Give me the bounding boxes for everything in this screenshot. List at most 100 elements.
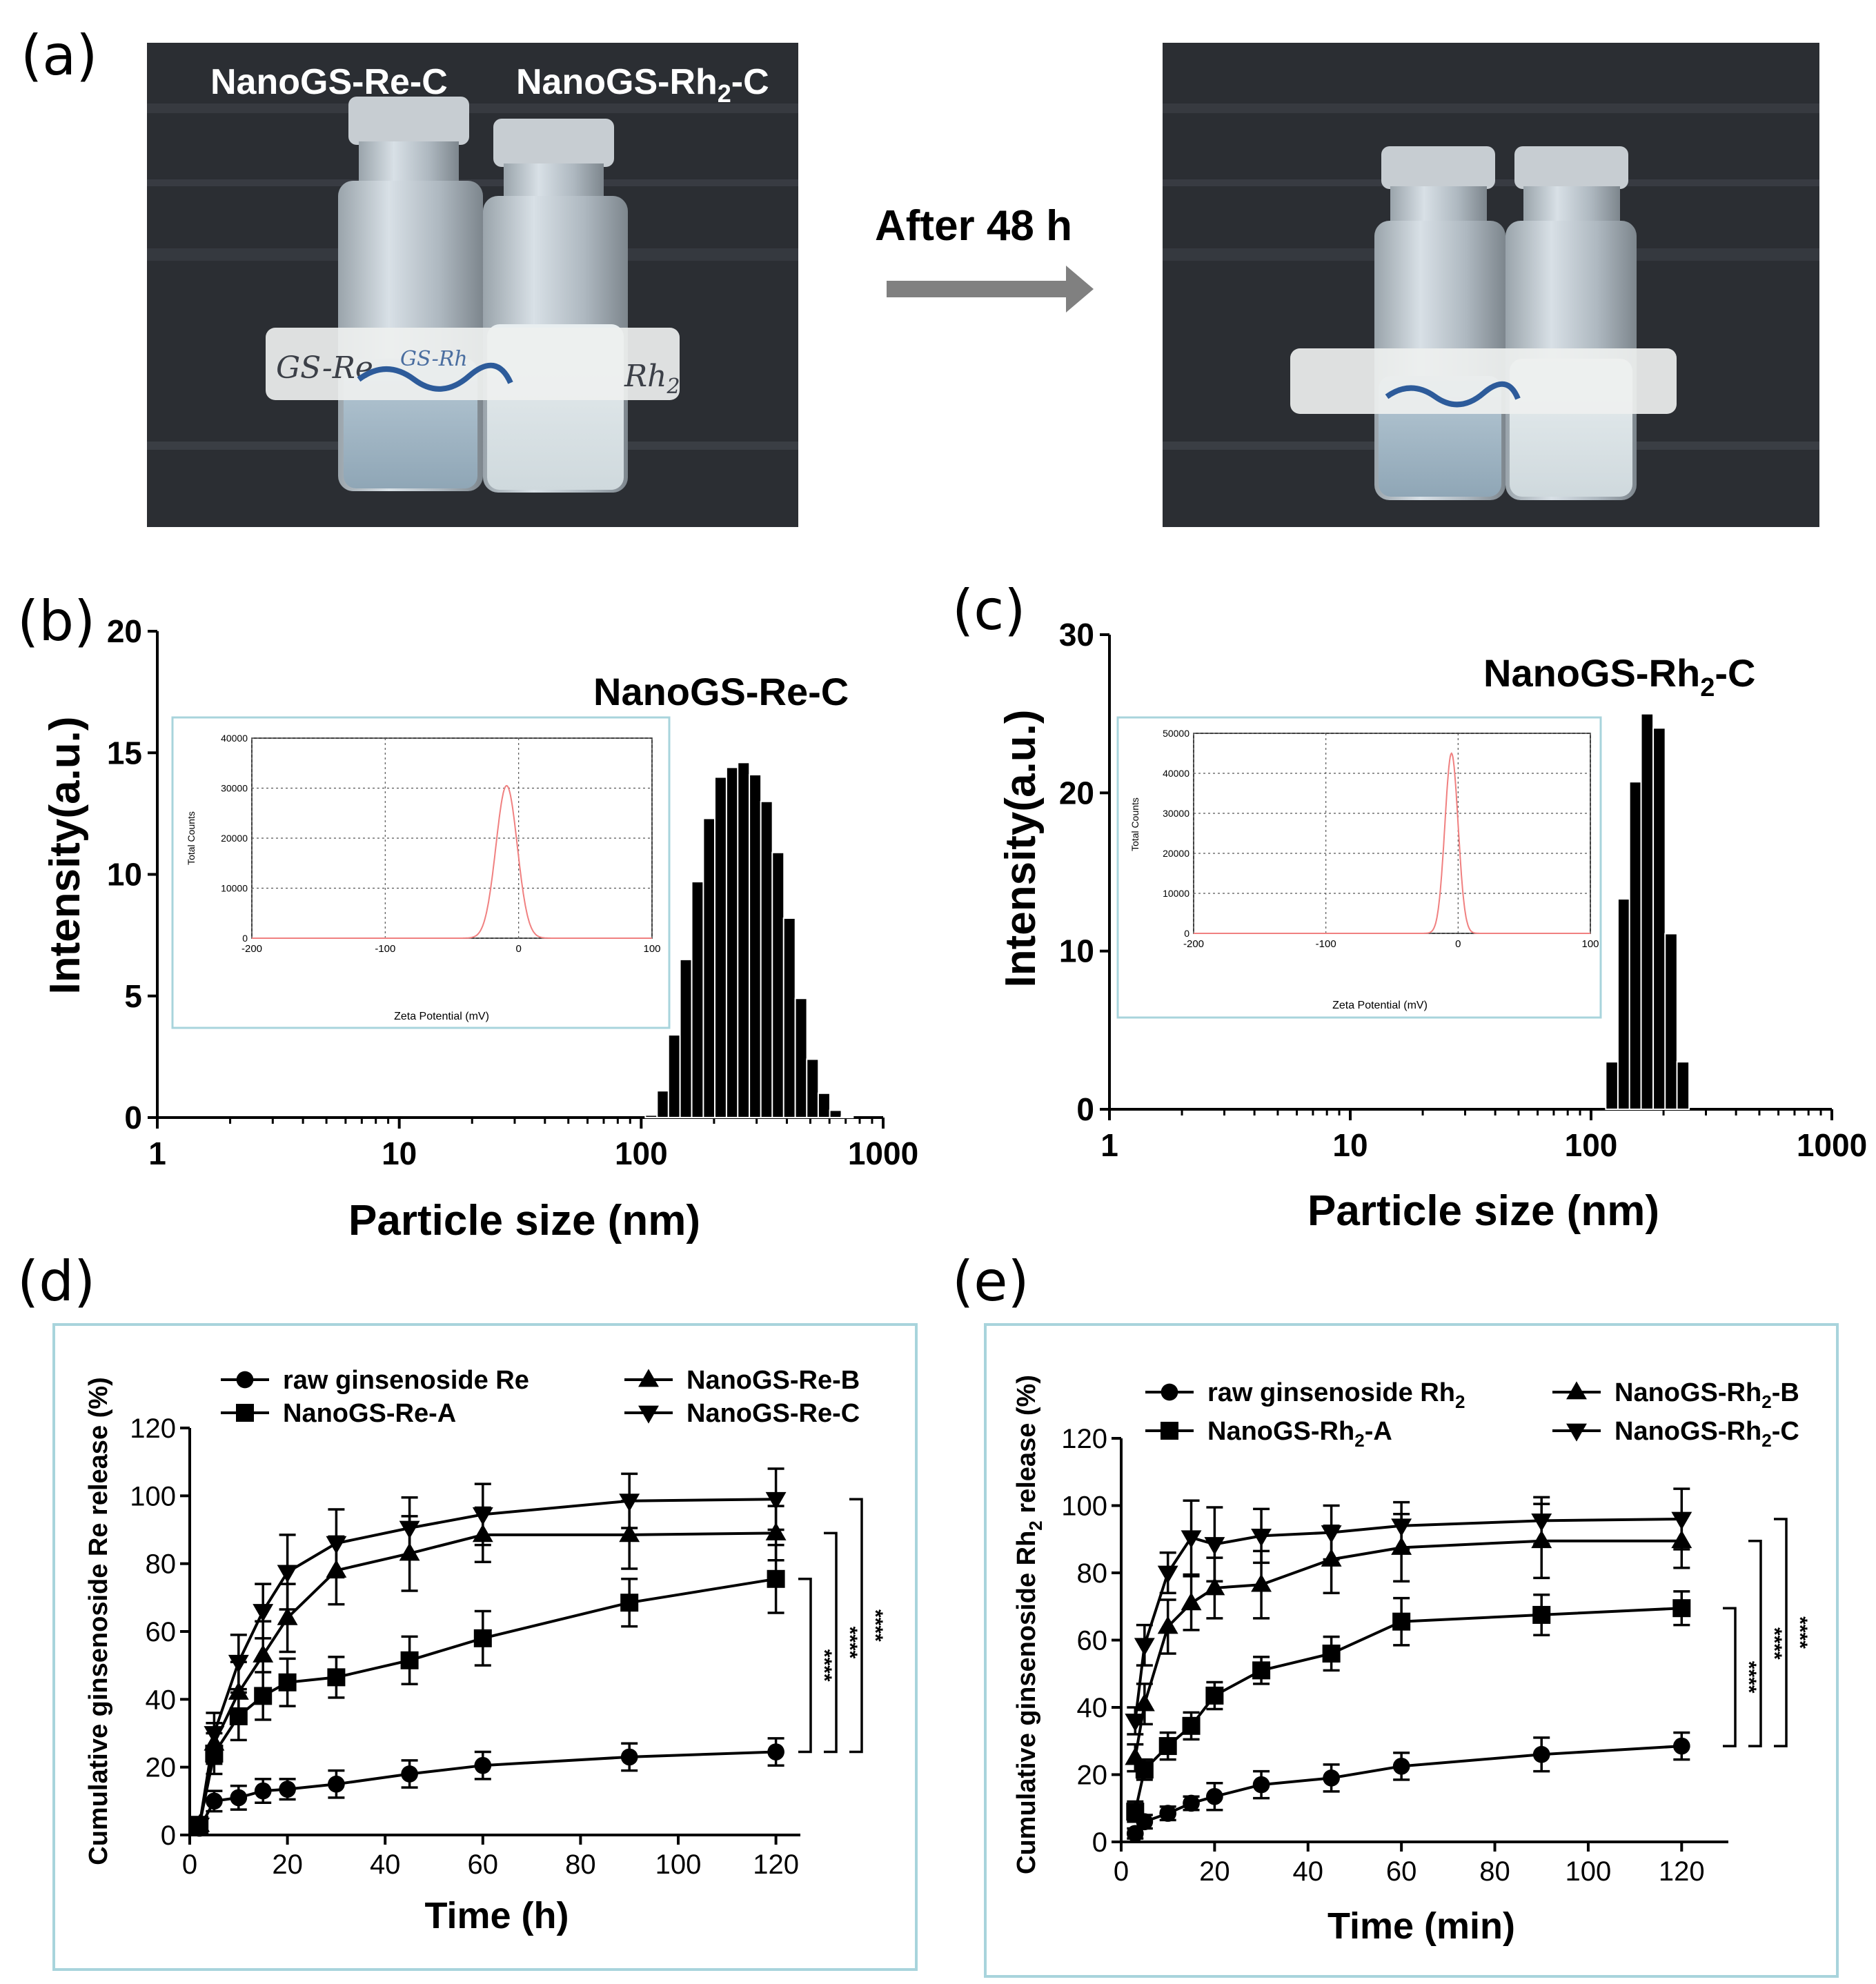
series-1 [1126, 1590, 1691, 1823]
chart-c-ylabel: Intensity(a.u.) [997, 709, 1045, 987]
marker-triangle-up [638, 1369, 659, 1387]
x-tick-label: 20 [1199, 1856, 1230, 1887]
x-tick-label: 10 [1332, 1127, 1367, 1163]
photo-before: GS-Re GS-Rh Rh2 NanoGS-Re-C NanoGS-Rh2-C [147, 43, 798, 527]
x-tick-label: 1 [148, 1135, 166, 1171]
marker-triangle-down [638, 1405, 659, 1424]
histogram-bar [829, 1109, 842, 1119]
y-tick-label: 40 [1077, 1693, 1108, 1723]
inset-y-tick-label: 40000 [221, 733, 248, 744]
inset-y-tick-label: 40000 [1163, 768, 1189, 779]
marker-circle [230, 1789, 248, 1807]
marker-circle [206, 1792, 223, 1810]
marker-circle [254, 1782, 272, 1800]
marker-circle [279, 1780, 296, 1798]
y-tick-label: 60 [146, 1617, 177, 1647]
ink-scribble [357, 362, 513, 392]
histogram-bar [737, 762, 751, 1118]
y-tick-label: 5 [124, 978, 142, 1014]
histogram-bar [1605, 1061, 1619, 1110]
legend-label: NanoGS-Re-B [687, 1366, 860, 1395]
histogram-bar [1664, 933, 1678, 1110]
histogram-bar [817, 1092, 831, 1118]
y-tick-label: 120 [1061, 1424, 1107, 1454]
inset-x-tick-label: -200 [1183, 938, 1204, 950]
y-tick-label: 40 [146, 1685, 177, 1715]
inset-b-xlabel: Zeta Potential (mV) [394, 1011, 489, 1022]
x-tick-label: 1 [1100, 1127, 1118, 1163]
x-tick-label: 0 [1114, 1856, 1129, 1887]
inset-y-tick-label: 0 [1184, 928, 1189, 939]
x-tick-label: 100 [1566, 1856, 1612, 1887]
marker-triangle-down [1134, 1638, 1155, 1656]
legend-label-text: NanoGS-Rh [1615, 1417, 1761, 1446]
marker-square [1182, 1716, 1201, 1735]
legend: raw ginsenoside Rh2NanoGS-Rh2-ANanoGS-Rh… [1145, 1378, 1799, 1451]
series-line [1134, 1539, 1682, 1758]
legend: raw ginsenoside Re NanoGS-Re-A NanoGS-Re-B… [221, 1366, 860, 1428]
significance-stars: **** [1788, 1616, 1811, 1649]
zeta-potential-line [1194, 752, 1590, 934]
chart-c-xlabel: Particle size (nm) [1307, 1187, 1659, 1235]
histogram-bar [1628, 781, 1643, 1111]
marker-triangle-up [619, 1524, 640, 1542]
histogram-bar [1640, 713, 1655, 1110]
marker-square [1205, 1686, 1224, 1705]
marker-triangle-down [472, 1507, 493, 1525]
photo-label-right: NanoGS-Rh2-C [516, 62, 769, 108]
marker-circle [1252, 1776, 1270, 1794]
histogram-bar [1617, 897, 1631, 1111]
inset-x-tick-label: 100 [1581, 938, 1599, 950]
histogram-bar [806, 1058, 820, 1119]
x-tick-label: 100 [615, 1135, 668, 1171]
y-tick-label: 100 [130, 1481, 176, 1511]
marker-triangle-down [277, 1565, 298, 1583]
chart-e-ylabel: Cumulative ginsenoside Rh2 release (%) [1012, 1375, 1046, 1874]
x-tick-label: 120 [753, 1849, 799, 1880]
y-tick-label: 80 [1077, 1558, 1108, 1589]
marker-circle [1183, 1794, 1200, 1812]
marker-square [767, 1569, 785, 1588]
y-tick-label: 0 [1092, 1827, 1107, 1858]
photo-after [1163, 43, 1819, 527]
significance-brackets: ************ [1723, 1518, 1811, 1747]
arrow-label: After 48 h [875, 202, 1072, 250]
series-3 [1125, 1487, 1692, 1736]
marker-triangle-up [1204, 1577, 1225, 1596]
marker-circle [328, 1775, 345, 1793]
marker-triangle-down [1531, 1514, 1552, 1532]
legend-label-sub: 2 [1354, 1430, 1364, 1451]
y-tick-label: 15 [107, 735, 142, 771]
x-tick-label: 1000 [1797, 1127, 1867, 1163]
x-tick-label: 0 [182, 1849, 197, 1880]
marker-circle [1161, 1383, 1178, 1401]
marker-triangle-up [1251, 1574, 1272, 1592]
inset-y-tick-label: 10000 [1163, 888, 1189, 899]
series-line [1134, 1518, 1682, 1721]
marker-square [1532, 1605, 1551, 1624]
marker-triangle-up [1566, 1381, 1587, 1400]
inset-b: -200 -100 0 100 0 10000 20000 30000 40000 Zeta P… [171, 716, 671, 1029]
histogram-bar [1676, 1061, 1690, 1110]
marker-triangle-down [1125, 1714, 1146, 1732]
x-tick-label: 120 [1659, 1856, 1705, 1887]
histogram-bar [656, 1090, 670, 1118]
series-line [198, 1750, 776, 1829]
panel-label-a: (a) [21, 23, 97, 88]
inset-c: -200 -100 0 100 0 10000 20000 30000 40000 50000 Z… [1116, 716, 1602, 1019]
marker-circle [1159, 1805, 1177, 1822]
x-tick-label: 10 [382, 1135, 417, 1171]
marker-triangle-down [326, 1536, 347, 1554]
x-tick-label: 1000 [848, 1135, 918, 1171]
y-tick-label: 80 [146, 1549, 177, 1580]
histogram-bar [702, 817, 716, 1119]
marker-triangle-down [765, 1491, 787, 1510]
y-tick-label: 100 [1061, 1491, 1107, 1522]
panel-label-c: (c) [952, 578, 1025, 642]
vial-label-text-right: Rh2 [624, 359, 680, 399]
marker-square [327, 1668, 346, 1687]
y-tick-label: 0 [161, 1821, 176, 1851]
y-tick-label: 10 [107, 857, 142, 893]
histogram-bar [771, 851, 785, 1119]
